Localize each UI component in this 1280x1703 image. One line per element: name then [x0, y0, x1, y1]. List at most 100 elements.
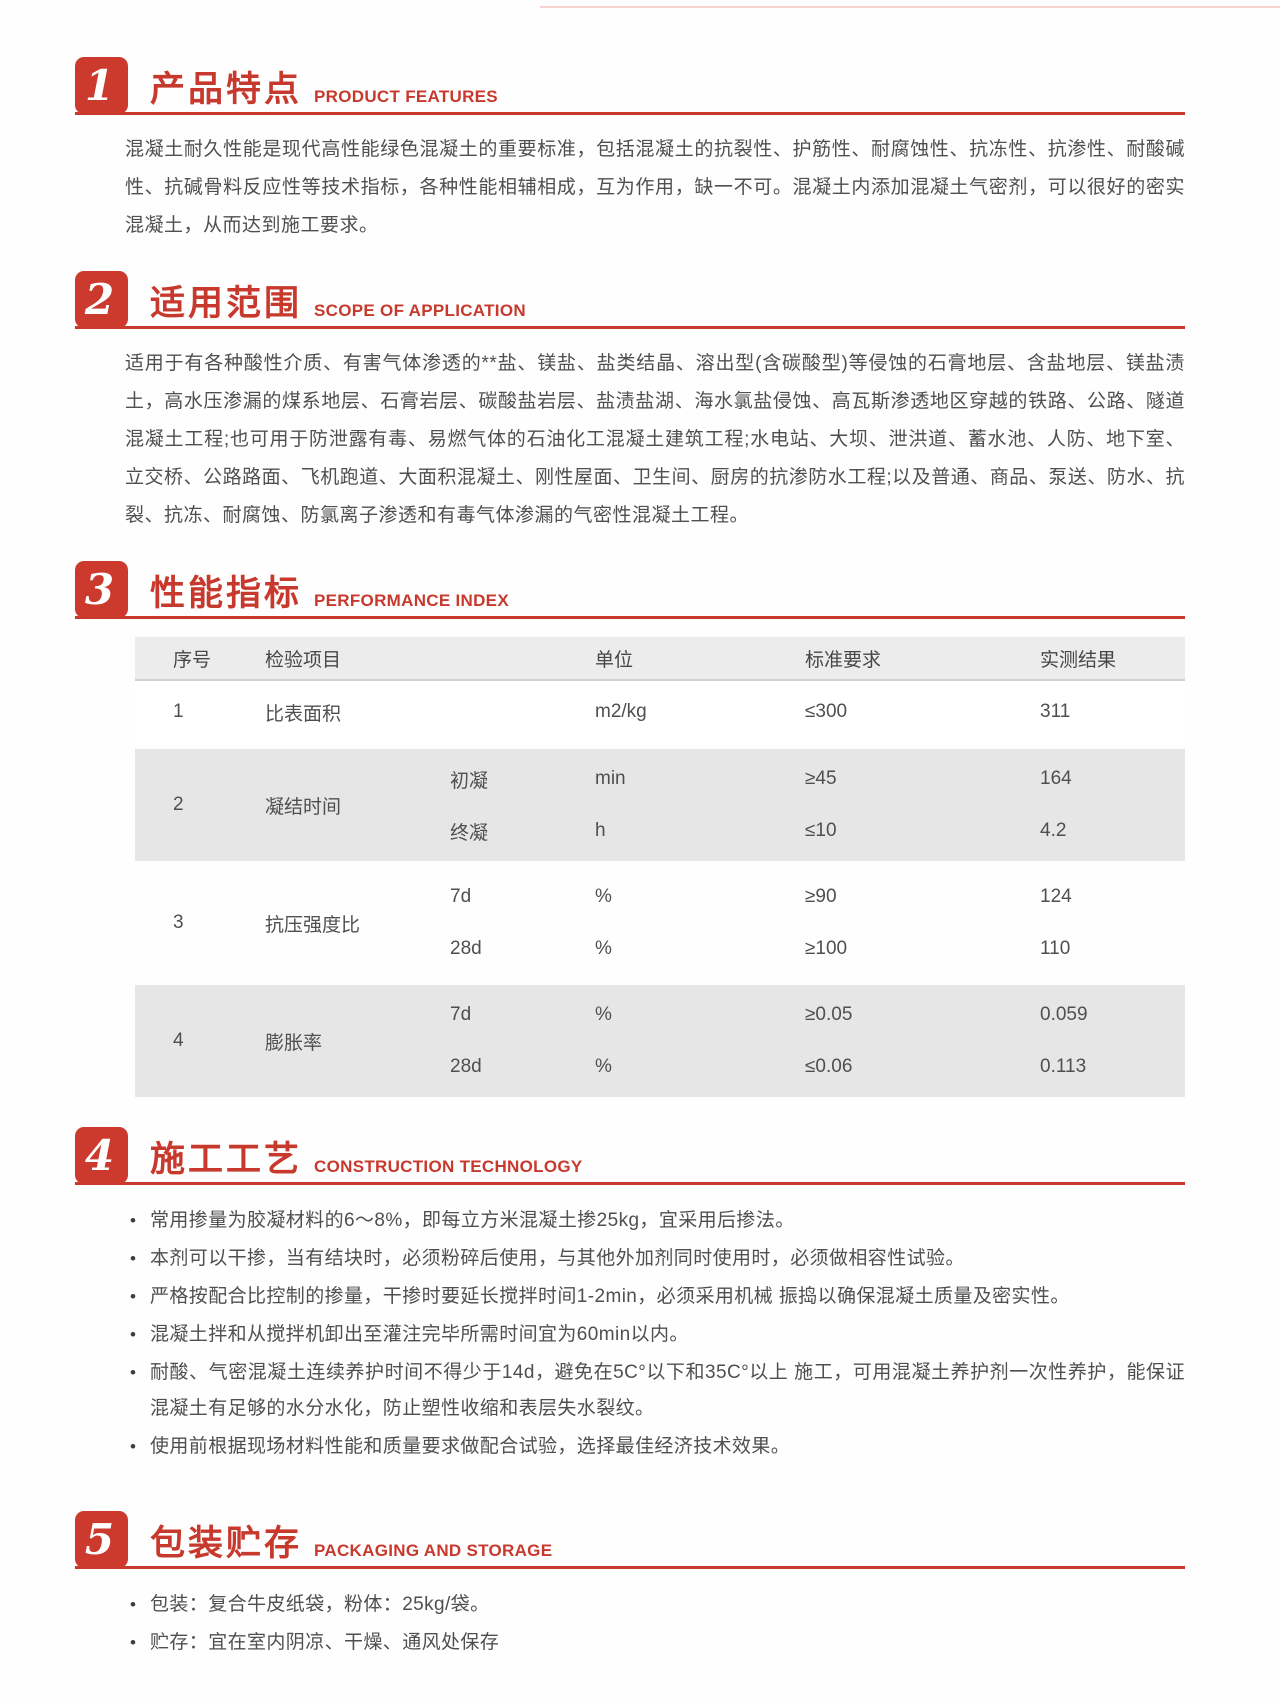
bullet-text: 本剂可以干掺，当有结块时，必须粉碎后使用，与其他外加剂同时使用时，必须做相容性试… [150, 1248, 965, 1269]
table-cell-result: 311 [1040, 701, 1071, 722]
table-cell-unit: h [595, 820, 606, 841]
section-number-badge: 3 [75, 561, 128, 618]
section-number: 5 [84, 1515, 115, 1564]
bullet-dot-icon: • [130, 1595, 137, 1614]
table-cell-no: 3 [173, 912, 184, 933]
section-number-badge: 5 [75, 1511, 128, 1568]
table-cell-requirement: ≥45 [805, 768, 837, 789]
section-number: 4 [84, 1131, 115, 1180]
bullet-text: 包装：复合牛皮纸袋，粉体：25kg/袋。 [150, 1594, 490, 1615]
section-title-en: SCOPE OF APPLICATION [314, 301, 526, 320]
bullet-item: • 本剂可以干掺，当有结块时，必须粉碎后使用，与其他外加剂同时使用时，必须做相容性… [130, 1241, 1185, 1277]
section-title-zh: 适用范围 [150, 284, 303, 323]
bullet-dot-icon: • [130, 1633, 137, 1652]
section-number: 1 [84, 61, 115, 110]
table-cell-requirement: ≥100 [805, 938, 848, 959]
section-construction-technology: 4 施工工艺 CONSTRUCTION TECHNOLOGY • 常用掺量为胶凝材… [75, 1125, 1185, 1465]
section-title-en: PACKAGING AND STORAGE [314, 1541, 553, 1560]
table-cell-unit: % [595, 1056, 612, 1077]
table-cell-requirement: ≤0.06 [805, 1056, 853, 1077]
bullet-item: • 耐酸、气密混凝土连续养护时间不得少于14d，避免在5C°以下和35C°以上 施… [130, 1355, 1185, 1427]
table-cell-requirement: ≥90 [805, 886, 837, 907]
section-title-zh: 施工工艺 [150, 1140, 303, 1179]
bullet-item: • 贮存：宜在室内阴凉、干燥、通风处保存 [130, 1625, 1185, 1661]
table-cell-subname: 7d [450, 886, 472, 907]
table-cell-unit: min [595, 768, 626, 789]
section-header: 3 性能指标 PERFORMANCE INDEX [75, 559, 1185, 619]
bullet-text: 常用掺量为胶凝材料的6～8%，即每立方米混凝土掺25kg，宜采用后掺法。 [150, 1210, 795, 1231]
bullet-dot-icon: • [130, 1211, 137, 1230]
table-cell-result: 124 [1040, 886, 1072, 907]
section-header: 5 包装贮存 PACKAGING AND STORAGE [75, 1509, 1185, 1569]
bullet-text: 贮存：宜在室内阴凉、干燥、通风处保存 [150, 1632, 500, 1653]
section-header: 1 产品特点 PRODUCT FEATURES [75, 55, 1185, 115]
table-cell-item: 比表面积 [265, 703, 342, 725]
table-header-cell: 序号 [173, 649, 212, 671]
bullet-dot-icon: • [130, 1437, 137, 1456]
table-cell-unit: % [595, 886, 612, 907]
section-paragraph: 适用于有各种酸性介质、有害气体渗透的**盐、镁盐、盐类结晶、溶出型(含碳酸型)等… [125, 353, 1185, 526]
section-number-badge: 4 [75, 1127, 128, 1184]
bullet-item: • 使用前根据现场材料性能和质量要求做配合试验，选择最佳经济技术效果。 [130, 1429, 1185, 1465]
table-row: 1 比表面积 m2/kg ≤300 311 [135, 681, 1185, 743]
table-cell-subname: 7d [450, 1004, 472, 1025]
table-cell-no: 2 [173, 794, 184, 815]
section-header: 4 施工工艺 CONSTRUCTION TECHNOLOGY [75, 1125, 1185, 1185]
packaging-bullet-list: • 包装：复合牛皮纸袋，粉体：25kg/袋。 • 贮存：宜在室内阴凉、干燥、通风处保… [130, 1587, 1185, 1661]
bullet-dot-icon: • [130, 1325, 137, 1344]
section-packaging-and-storage: 5 包装贮存 PACKAGING AND STORAGE • 包装：复合牛皮纸袋，… [75, 1509, 1185, 1661]
section-paragraph: 混凝土耐久性能是现代高性能绿色混凝土的重要标准，包括混凝土的抗裂性、护筋性、耐腐… [125, 139, 1185, 236]
table-cell-unit: % [595, 938, 612, 959]
section-title-en: PRODUCT FEATURES [314, 87, 498, 106]
construction-bullet-list: • 常用掺量为胶凝材料的6～8%，即每立方米混凝土掺25kg，宜采用后掺法。 • 本… [130, 1203, 1185, 1465]
table-cell-item: 抗压强度比 [265, 914, 361, 936]
bullet-item: • 常用掺量为胶凝材料的6～8%，即每立方米混凝土掺25kg，宜采用后掺法。 [130, 1203, 1185, 1239]
section-number: 2 [84, 275, 115, 324]
table-header-cell: 单位 [595, 649, 634, 671]
table-cell-no: 4 [173, 1030, 184, 1051]
table-cell-requirement: ≤10 [805, 820, 837, 841]
section-title-en: PERFORMANCE INDEX [314, 591, 509, 610]
table-cell-requirement: ≤300 [805, 701, 848, 722]
table-row-group: 3 抗压强度比 7d % ≥90 124 28d % ≥100 110 [135, 867, 1185, 979]
table-cell-result: 4.2 [1040, 820, 1067, 841]
section-header: 2 适用范围 SCOPE OF APPLICATION [75, 269, 1185, 329]
section-title-zh: 性能指标 [150, 574, 303, 613]
bullet-item: • 混凝土拌和从搅拌机卸出至灌注完毕所需时间宜为60min以内。 [130, 1317, 1185, 1353]
performance-table: 序号 检验项目 单位 标准要求 实测结果 1 比表面积 m2/kg ≤300 3… [135, 637, 1185, 1097]
table-cell-result: 0.059 [1040, 1004, 1088, 1025]
table-cell-subname: 终凝 [450, 822, 489, 844]
section-number-badge: 2 [75, 271, 128, 328]
table-row-group: 2 凝结时间 初凝 min ≥45 164 终凝 h ≤10 4.2 [135, 749, 1185, 861]
table-cell-result: 0.113 [1040, 1056, 1087, 1077]
table-cell-subname: 初凝 [450, 770, 489, 792]
bullet-dot-icon: • [130, 1363, 137, 1382]
table-cell-item: 凝结时间 [265, 796, 342, 818]
section-product-features: 1 产品特点 PRODUCT FEATURES 混凝土耐久性能是现代高性能绿色混… [75, 55, 1185, 245]
bullet-text: 使用前根据现场材料性能和质量要求做配合试验，选择最佳经济技术效果。 [150, 1436, 791, 1457]
table-header-cell: 标准要求 [805, 649, 882, 671]
table-cell-result: 110 [1040, 938, 1071, 959]
section-title-en: CONSTRUCTION TECHNOLOGY [314, 1157, 583, 1176]
section-performance-index: 3 性能指标 PERFORMANCE INDEX 序号 检验项目 单位 标准要求… [75, 559, 1185, 1097]
section-title-zh: 包装贮存 [150, 1524, 303, 1563]
bullet-text: 耐酸、气密混凝土连续养护时间不得少于14d，避免在5C°以下和35C°以上 施工… [150, 1362, 1185, 1419]
section-number: 3 [84, 565, 115, 614]
table-cell-requirement: ≥0.05 [805, 1004, 853, 1025]
section-title-zh: 产品特点 [150, 70, 303, 109]
bullet-item: • 包装：复合牛皮纸袋，粉体：25kg/袋。 [130, 1587, 1185, 1623]
table-cell-subname: 28d [450, 938, 482, 959]
table-header-cell: 检验项目 [265, 649, 342, 671]
table-cell-result: 164 [1040, 768, 1072, 789]
section-number-badge: 1 [75, 57, 128, 114]
table-cell-no: 1 [173, 701, 184, 722]
table-cell-subname: 28d [450, 1056, 482, 1077]
bullet-dot-icon: • [130, 1287, 137, 1306]
table-header-row: 序号 检验项目 单位 标准要求 实测结果 [135, 637, 1185, 681]
section-scope-of-application: 2 适用范围 SCOPE OF APPLICATION 适用于有各种酸性介质、有… [75, 269, 1185, 535]
table-row-group: 4 膨胀率 7d % ≥0.05 0.059 28d % ≤0.06 0.113 [135, 985, 1185, 1097]
table-cell-unit: % [595, 1004, 612, 1025]
table-cell-item: 膨胀率 [265, 1032, 323, 1054]
bullet-text: 混凝土拌和从搅拌机卸出至灌注完毕所需时间宜为60min以内。 [150, 1324, 689, 1345]
bullet-item: • 严格按配合比控制的掺量，干掺时要延长搅拌时间1-2min，必须采用机械 振捣以… [130, 1279, 1185, 1315]
